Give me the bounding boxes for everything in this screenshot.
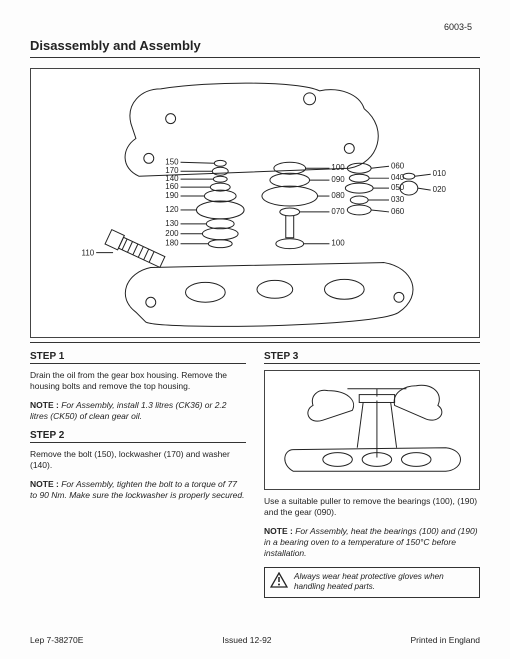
svg-text:080: 080	[331, 191, 345, 200]
svg-text:050: 050	[391, 183, 405, 192]
footer-left: Lep 7-38270E	[30, 635, 83, 645]
step3-heading: STEP 3	[264, 351, 480, 364]
svg-text:070: 070	[331, 207, 345, 216]
note-text: For Assembly, tighten the bolt to a torq…	[30, 479, 244, 500]
svg-text:180: 180	[165, 239, 179, 248]
svg-text:110: 110	[82, 249, 95, 258]
svg-text:150: 150	[165, 157, 179, 166]
title-rule	[30, 57, 480, 58]
svg-text:130: 130	[165, 219, 179, 228]
note-text: For Assembly, heat the bearings (100) an…	[264, 526, 478, 558]
left-column: STEP 1 Drain the oil from the gear box h…	[30, 351, 246, 598]
svg-text:160: 160	[165, 182, 179, 191]
svg-text:020: 020	[433, 185, 447, 194]
page-title: Disassembly and Assembly	[30, 38, 480, 53]
warning-text: Always wear heat protective gloves when …	[294, 572, 474, 593]
svg-text:200: 200	[165, 229, 179, 238]
step1-note: NOTE : For Assembly, install 1.3 litres …	[30, 400, 246, 422]
svg-text:090: 090	[331, 175, 345, 184]
svg-text:120: 120	[165, 205, 179, 214]
page-footer: Lep 7-38270E Issued 12-92 Printed in Eng…	[30, 635, 480, 645]
footer-center: Issued 12-92	[222, 635, 271, 645]
svg-text:040: 040	[391, 173, 405, 182]
step3-caption: Use a suitable puller to remove the bear…	[264, 496, 480, 518]
svg-text:190: 190	[165, 191, 179, 200]
warning-icon	[270, 572, 288, 588]
warning-box: Always wear heat protective gloves when …	[264, 567, 480, 598]
svg-text:030: 030	[391, 195, 405, 204]
step1-text: Drain the oil from the gear box housing.…	[30, 370, 246, 392]
step2-heading: STEP 2	[30, 430, 246, 443]
svg-text:100: 100	[331, 163, 345, 172]
right-column: STEP 3	[264, 351, 480, 598]
svg-text:060: 060	[391, 161, 405, 170]
note-label: NOTE :	[264, 526, 293, 536]
svg-text:100: 100	[331, 239, 345, 248]
svg-text:060: 060	[391, 207, 405, 216]
step2-note: NOTE : For Assembly, tighten the bolt to…	[30, 479, 246, 501]
step3-note: NOTE : For Assembly, heat the bearings (…	[264, 526, 480, 559]
note-label: NOTE :	[30, 400, 59, 410]
figure-rule	[30, 342, 480, 343]
main-figure: 150 170 140 160 190 120 130 200 180 110 …	[30, 68, 480, 338]
note-label: NOTE :	[30, 479, 59, 489]
columns: STEP 1 Drain the oil from the gear box h…	[30, 351, 480, 598]
footer-right: Printed in England	[411, 635, 480, 645]
svg-text:010: 010	[433, 169, 447, 178]
step1-heading: STEP 1	[30, 351, 246, 364]
page-number: 6003-5	[444, 22, 472, 32]
step3-figure	[264, 370, 480, 490]
step2-text: Remove the bolt (150), lockwasher (170) …	[30, 449, 246, 471]
note-text: For Assembly, install 1.3 litres (CK36) …	[30, 400, 227, 421]
